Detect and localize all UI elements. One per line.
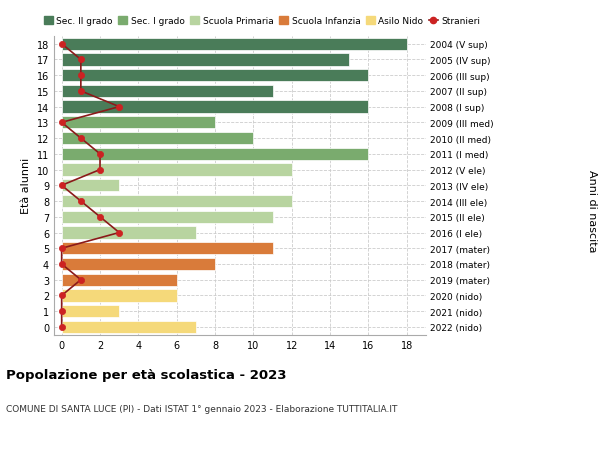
Text: Anni di nascita: Anni di nascita — [587, 170, 597, 252]
Bar — [62, 54, 349, 67]
Bar — [62, 242, 272, 255]
Legend: Sec. II grado, Sec. I grado, Scuola Primaria, Scuola Infanzia, Asilo Nido, Stran: Sec. II grado, Sec. I grado, Scuola Prim… — [44, 17, 481, 26]
Bar — [62, 117, 215, 129]
Text: Popolazione per età scolastica - 2023: Popolazione per età scolastica - 2023 — [6, 369, 287, 382]
Bar — [62, 164, 292, 176]
Bar — [62, 85, 272, 98]
Bar — [62, 227, 196, 239]
Bar — [62, 274, 177, 286]
Bar — [62, 180, 119, 192]
Bar — [62, 258, 215, 270]
Text: COMUNE DI SANTA LUCE (PI) - Dati ISTAT 1° gennaio 2023 - Elaborazione TUTTITALIA: COMUNE DI SANTA LUCE (PI) - Dati ISTAT 1… — [6, 404, 397, 413]
Bar — [62, 133, 253, 145]
Bar — [62, 321, 196, 333]
Bar — [62, 196, 292, 208]
Bar — [62, 39, 407, 50]
Bar — [62, 290, 177, 302]
Bar — [62, 305, 119, 318]
Bar — [62, 101, 368, 113]
Y-axis label: Età alunni: Età alunni — [21, 158, 31, 214]
Bar — [62, 148, 368, 161]
Bar — [62, 211, 272, 224]
Bar — [62, 70, 368, 82]
